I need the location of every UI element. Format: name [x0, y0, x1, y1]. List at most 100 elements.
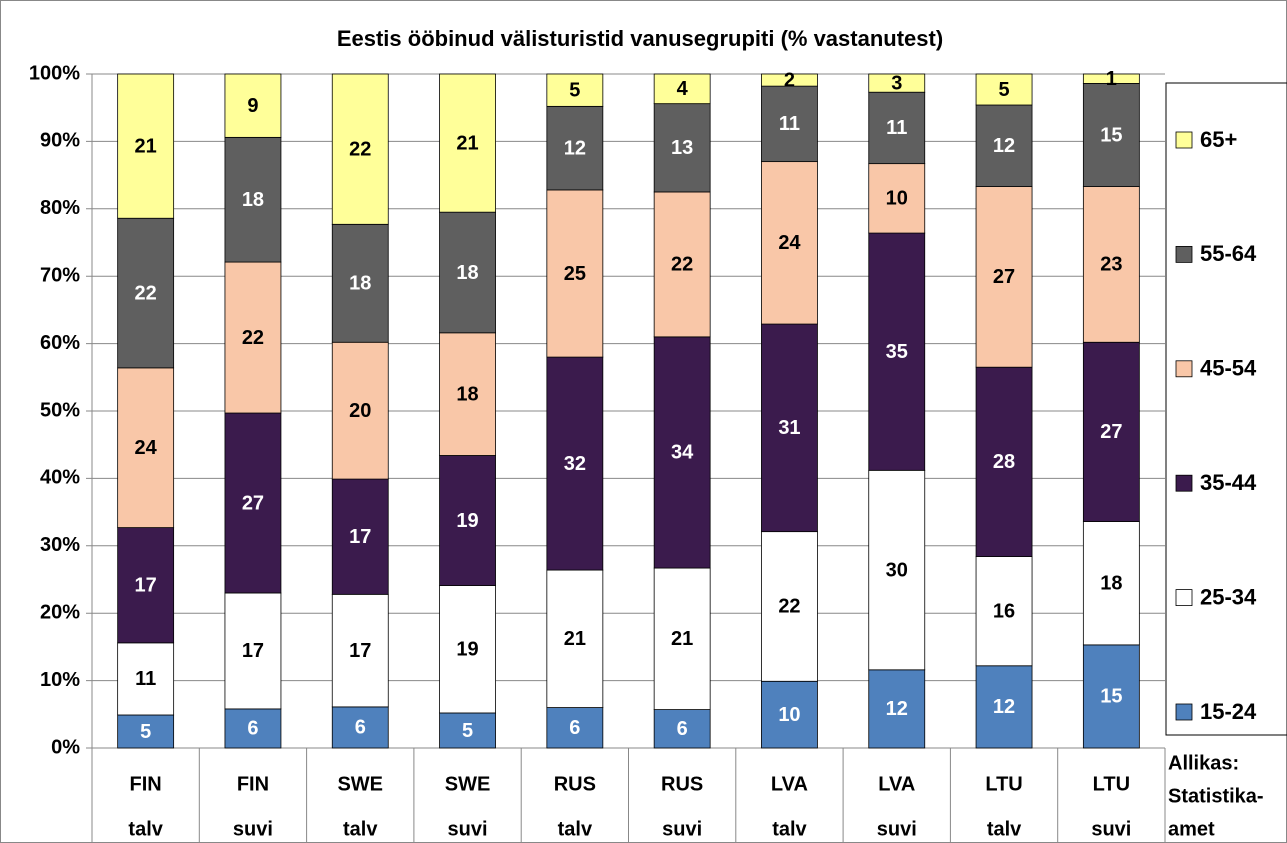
- bar-segment: [439, 211, 496, 334]
- bar-segment: [224, 592, 282, 710]
- y-tick-label: 0%: [51, 736, 80, 758]
- data-label: 21: [564, 628, 586, 650]
- data-label: 17: [242, 640, 264, 662]
- bar-segment: [761, 85, 818, 163]
- data-label: 12: [564, 137, 586, 159]
- x-tick-label: suvi: [448, 818, 488, 840]
- bar-segment: [546, 356, 604, 571]
- y-tick-label: 50%: [40, 399, 80, 421]
- legend-box: [1165, 82, 1287, 736]
- data-label: 5: [140, 721, 151, 743]
- data-label: 4: [677, 78, 689, 100]
- data-label: 27: [993, 266, 1015, 288]
- x-tick-label: RUS: [554, 773, 596, 795]
- bar-segment: [117, 217, 175, 369]
- data-label: 22: [778, 596, 800, 618]
- legend-swatch: [1175, 703, 1193, 721]
- bar-segment: [439, 73, 496, 213]
- data-label: 18: [242, 189, 264, 211]
- legend-label: 55-64: [1200, 241, 1257, 266]
- data-label: 2: [784, 69, 795, 91]
- data-label: 5: [569, 79, 580, 101]
- data-label: 21: [671, 628, 693, 650]
- y-tick-label: 80%: [40, 197, 80, 219]
- x-tick-label: RUS: [661, 773, 703, 795]
- data-label: 23: [1100, 254, 1122, 276]
- x-tick-label: suvi: [1091, 818, 1131, 840]
- legend-label: 25-34: [1200, 584, 1257, 609]
- bar-segment: [868, 91, 926, 165]
- data-label: 21: [456, 132, 478, 154]
- bar-segment: [868, 163, 926, 234]
- x-tick-label: LTU: [1093, 773, 1130, 795]
- bar-segment: [761, 531, 818, 682]
- data-label: 24: [778, 232, 801, 254]
- data-label: 15: [1100, 124, 1122, 146]
- data-label: 6: [677, 718, 688, 740]
- data-label: 18: [1100, 572, 1122, 594]
- data-label: 15: [1100, 686, 1122, 708]
- x-tick-label: SWE: [337, 773, 383, 795]
- data-label: 18: [456, 262, 478, 284]
- y-tick-label: 90%: [40, 130, 80, 152]
- x-tick-label: suvi: [233, 818, 273, 840]
- data-label: 16: [993, 600, 1015, 622]
- data-label: 27: [1100, 421, 1122, 443]
- data-label: 17: [349, 640, 371, 662]
- bar-segment: [1082, 521, 1140, 646]
- bar-segment: [439, 332, 496, 456]
- x-tick-label: LTU: [985, 773, 1022, 795]
- data-label: 28: [993, 451, 1015, 473]
- bar-segment: [439, 455, 496, 586]
- chart-title: Eestis ööbinud välisturistid vanusegrupi…: [337, 26, 943, 51]
- data-label: 12: [993, 135, 1015, 157]
- bar-segment: [117, 714, 175, 749]
- y-tick-label: 20%: [40, 601, 80, 623]
- legend-swatch: [1175, 360, 1193, 378]
- legend-swatch: [1175, 589, 1193, 606]
- data-label: 34: [671, 442, 694, 464]
- data-label: 22: [242, 327, 264, 349]
- data-label: 30: [886, 559, 908, 581]
- bar-segment: [653, 336, 711, 569]
- data-label: 22: [671, 254, 693, 276]
- legend-swatch: [1175, 245, 1193, 263]
- bar-segment: [117, 367, 175, 529]
- data-label: 24: [135, 437, 158, 459]
- bar-segment: [653, 567, 711, 710]
- bar-segment: [761, 161, 818, 325]
- y-tick-label: 40%: [40, 467, 80, 489]
- legend-label: 65+: [1200, 127, 1237, 152]
- bar-segment: [117, 642, 175, 716]
- data-label: 19: [456, 510, 478, 532]
- x-tick-label: SWE: [445, 773, 491, 795]
- x-tick-label: talv: [343, 818, 378, 840]
- x-tick-label: talv: [772, 818, 807, 840]
- data-label: 12: [993, 696, 1015, 718]
- x-tick-label: FIN: [237, 773, 269, 795]
- source-note: Statistika-: [1168, 785, 1264, 807]
- data-label: 13: [671, 137, 693, 159]
- data-label: 11: [135, 668, 156, 690]
- data-label: 10: [778, 704, 800, 726]
- bar-segment: [117, 73, 175, 219]
- data-label: 20: [349, 400, 371, 422]
- bar-segment: [546, 73, 604, 107]
- bar-segment: [1082, 644, 1140, 749]
- data-label: 5: [462, 720, 473, 742]
- bar-segment: [868, 73, 926, 93]
- legend-label: 35-44: [1200, 470, 1257, 495]
- bar-segment: [439, 712, 496, 749]
- data-label: 21: [135, 135, 157, 157]
- data-label: 18: [456, 383, 478, 405]
- y-tick-label: 10%: [40, 669, 80, 691]
- data-label: 11: [886, 117, 907, 139]
- bar-segment: [117, 527, 175, 644]
- bar-segment: [975, 665, 1033, 749]
- data-label: 32: [564, 453, 586, 475]
- x-tick-label: talv: [128, 818, 163, 840]
- bar-segment: [224, 73, 282, 138]
- data-label: 12: [886, 698, 908, 720]
- legend-label: 45-54: [1200, 356, 1257, 381]
- bar-segment: [1082, 341, 1140, 522]
